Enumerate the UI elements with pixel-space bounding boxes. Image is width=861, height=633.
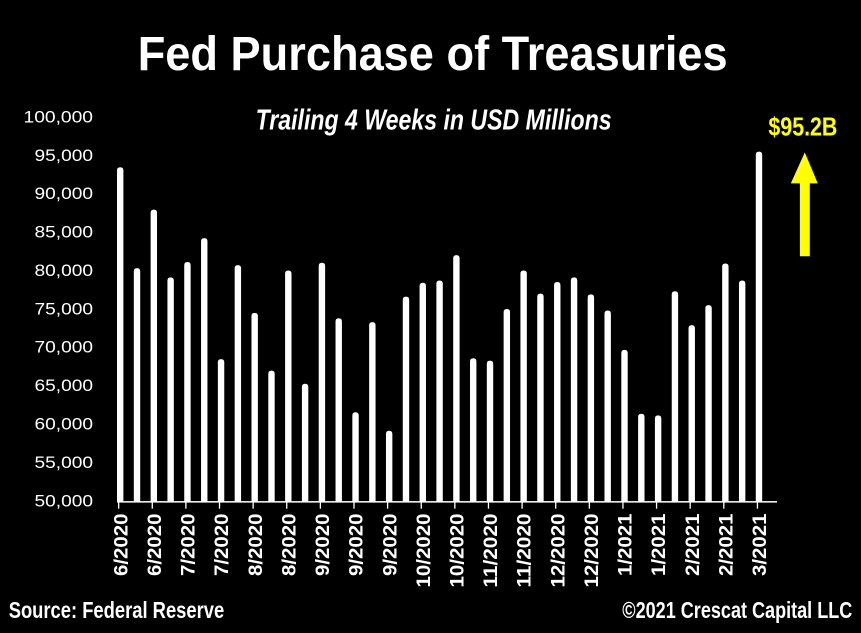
svg-text:9/2020: 9/2020 — [379, 513, 401, 576]
svg-text:11/2020: 11/2020 — [480, 513, 502, 587]
svg-text:6/2020: 6/2020 — [144, 513, 166, 576]
svg-text:Source: Federal Reserve: Source: Federal Reserve — [9, 597, 225, 623]
svg-text:9/2020: 9/2020 — [312, 513, 334, 576]
svg-text:60,000: 60,000 — [35, 415, 94, 434]
svg-text:©2021 Crescat Capital LLC: ©2021 Crescat Capital LLC — [622, 597, 852, 623]
svg-text:80,000: 80,000 — [35, 261, 94, 280]
svg-text:7/2020: 7/2020 — [178, 513, 200, 576]
svg-text:95,000: 95,000 — [35, 146, 94, 165]
svg-text:6/2020: 6/2020 — [110, 513, 132, 576]
svg-text:7/2020: 7/2020 — [211, 513, 233, 576]
svg-text:Trailing 4 Weeks in USD Millio: Trailing 4 Weeks in USD Millions — [256, 105, 612, 137]
svg-text:100,000: 100,000 — [24, 107, 94, 126]
svg-text:9/2020: 9/2020 — [346, 513, 368, 576]
svg-text:3/2021: 3/2021 — [749, 513, 771, 576]
svg-text:1/2021: 1/2021 — [615, 513, 637, 576]
svg-text:12/2020: 12/2020 — [547, 513, 569, 587]
svg-text:11/2020: 11/2020 — [514, 513, 536, 587]
svg-text:75,000: 75,000 — [35, 299, 94, 318]
svg-text:2/2021: 2/2021 — [715, 513, 737, 576]
svg-text:70,000: 70,000 — [35, 338, 94, 357]
svg-text:$95.2B: $95.2B — [768, 113, 837, 141]
svg-text:85,000: 85,000 — [35, 223, 94, 242]
svg-text:1/2021: 1/2021 — [648, 513, 670, 576]
svg-text:55,000: 55,000 — [35, 453, 94, 472]
svg-text:10/2020: 10/2020 — [413, 513, 435, 587]
svg-text:8/2020: 8/2020 — [278, 513, 300, 576]
svg-text:8/2020: 8/2020 — [245, 513, 267, 576]
svg-text:12/2020: 12/2020 — [581, 513, 603, 587]
svg-text:50,000: 50,000 — [35, 491, 94, 510]
svg-text:90,000: 90,000 — [35, 184, 94, 203]
svg-text:10/2020: 10/2020 — [447, 513, 469, 587]
svg-text:2/2021: 2/2021 — [682, 513, 704, 576]
svg-text:Fed Purchase of Treasuries: Fed Purchase of Treasuries — [138, 27, 728, 81]
svg-text:65,000: 65,000 — [35, 376, 94, 395]
